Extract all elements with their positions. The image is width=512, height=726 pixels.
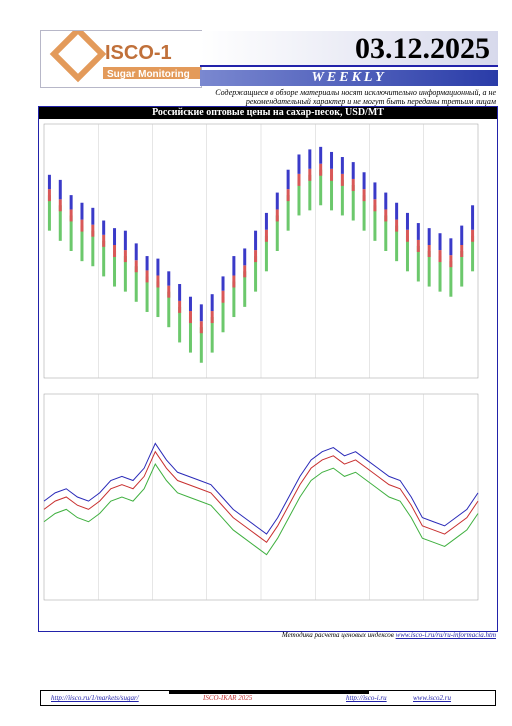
disclaimer: Содержащиеся в обзоре материалы носят ис… xyxy=(215,88,496,106)
logo-graphic: ISCO-1 Sugar Monitoring xyxy=(49,25,201,83)
logo-diamond xyxy=(49,25,107,83)
period: WEEKLY xyxy=(200,70,498,86)
method-note: Методика расчета ценовых индексов www.is… xyxy=(200,631,496,639)
price-line xyxy=(43,442,479,535)
footer-copyright: ISCO-IKAR 2025 xyxy=(203,694,253,702)
footer-link[interactable]: www.isco2.ru xyxy=(413,694,451,702)
footer-bar xyxy=(169,691,369,694)
chart-title: Российские оптовые цены на сахар-песок, … xyxy=(39,107,497,119)
logo-text: ISCO-1 xyxy=(105,42,172,64)
footer: http://iisco.ru/1/markets/sugar/ ISCO-IK… xyxy=(40,690,496,706)
logo-band xyxy=(103,67,201,79)
method-text: Методика расчета ценовых индексов xyxy=(281,631,394,639)
logo: ISCO-1 Sugar Monitoring xyxy=(40,25,202,88)
chart-frame xyxy=(38,106,498,632)
price-line xyxy=(43,450,479,544)
footer-link[interactable]: http://iisco.ru/1/markets/sugar/ xyxy=(51,694,139,702)
date: 03.12.2025 xyxy=(200,31,498,67)
price-line xyxy=(43,463,479,556)
footer-link[interactable]: http://isco-i.ru xyxy=(346,694,387,702)
method-link[interactable]: www.isco-i.ru/ru/ru-informacia.htm xyxy=(395,631,496,639)
logo-subtitle: Sugar Monitoring xyxy=(107,69,190,80)
